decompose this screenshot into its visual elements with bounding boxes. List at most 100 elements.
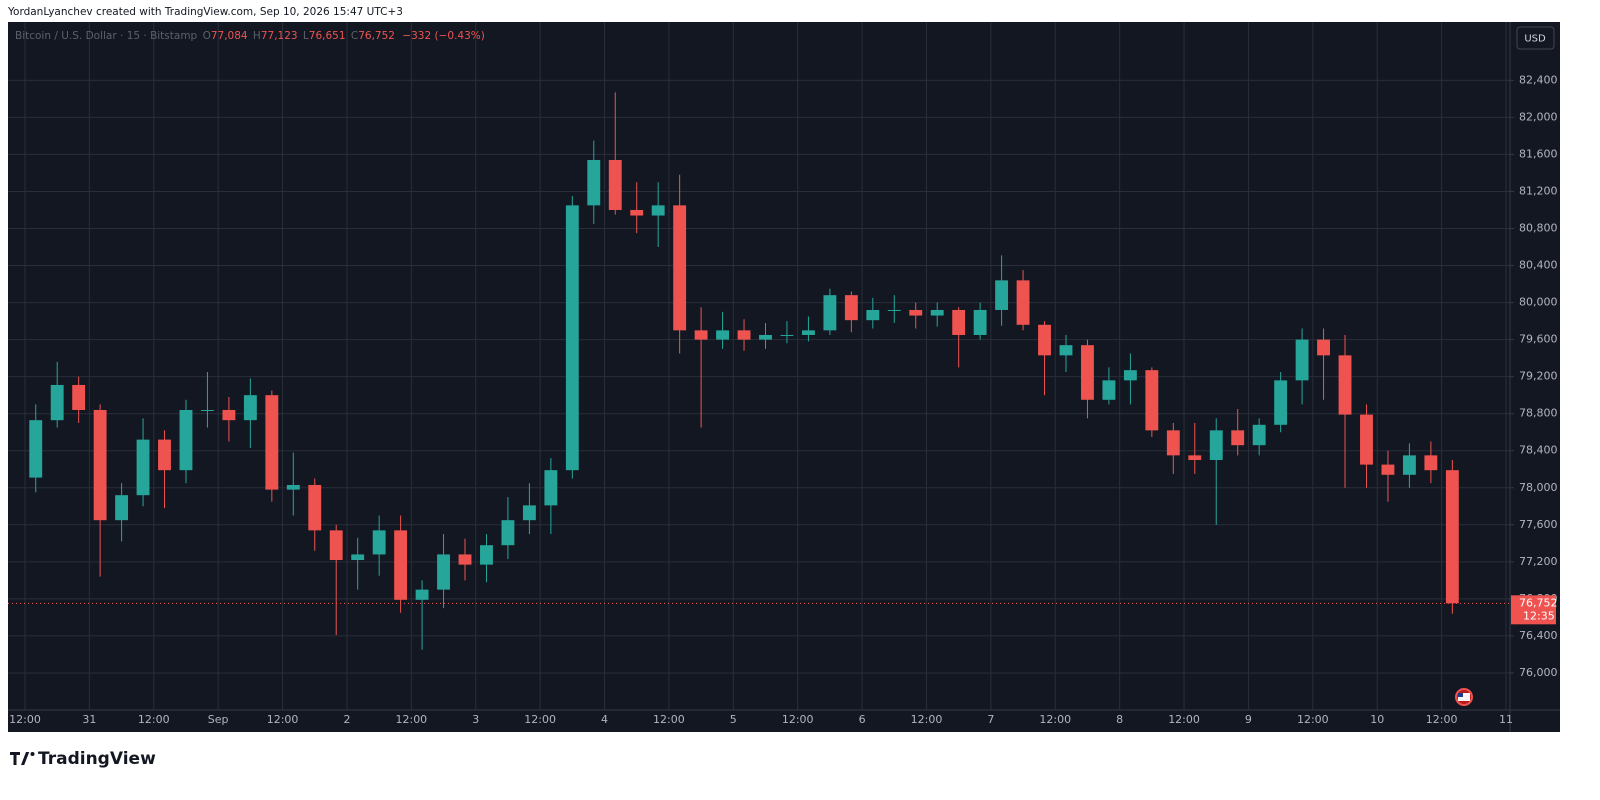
- candle-body: [844, 295, 858, 321]
- h-value: 77,123: [261, 30, 298, 42]
- candle-body: [93, 409, 107, 521]
- candle-body: [673, 205, 687, 331]
- x-tick-label: 12:00: [267, 713, 299, 726]
- candle-body: [973, 309, 987, 335]
- candle-body: [1016, 280, 1030, 325]
- candle-body: [716, 330, 730, 340]
- candle-body: [1188, 455, 1202, 460]
- candle-body: [372, 530, 386, 555]
- header: YordanLyanchev created with TradingView.…: [7, 6, 403, 18]
- candle-body: [1338, 355, 1352, 415]
- x-tick-label: 12:00: [1168, 713, 1200, 726]
- candle-body: [759, 334, 772, 340]
- candle-body: [243, 395, 257, 421]
- candle-body: [522, 505, 536, 521]
- candle-body: [1081, 345, 1094, 400]
- y-tick-label: 80,800: [1519, 221, 1558, 234]
- candle-body: [115, 495, 129, 521]
- logo-dot: [30, 752, 35, 756]
- candle-body: [780, 334, 794, 336]
- x-tick-label: 12:00: [653, 713, 685, 726]
- x-tick-label: 12:00: [524, 713, 556, 726]
- countdown: 12:35: [1523, 609, 1555, 622]
- c-value: 76,752: [358, 30, 395, 42]
- candle-body: [201, 409, 214, 411]
- y-tick-label: 77,600: [1519, 518, 1558, 531]
- candle-body: [544, 470, 558, 506]
- candle-body: [351, 554, 365, 560]
- currency[interactable]: USD: [1524, 34, 1546, 45]
- y-tick-label: 80,000: [1519, 296, 1558, 309]
- candle-body: [458, 554, 472, 565]
- candle-body: [286, 484, 300, 490]
- candle-body: [394, 530, 408, 600]
- candle-body: [1274, 380, 1288, 425]
- logo-mark: [10, 752, 30, 765]
- candle-body: [1252, 424, 1266, 446]
- candle-body: [651, 205, 665, 216]
- candle-body: [136, 439, 150, 496]
- candle-body: [222, 409, 236, 421]
- candle-body: [565, 205, 579, 471]
- x-tick-label: 3: [472, 713, 479, 726]
- candle-body: [887, 309, 901, 311]
- y-tick-label: 78,800: [1519, 407, 1558, 420]
- candle-body: [1038, 324, 1051, 356]
- x-tick-label: 31: [82, 713, 96, 726]
- grid: [8, 22, 1510, 710]
- h-label: H: [253, 30, 261, 42]
- o-value: 77,084: [211, 30, 248, 42]
- candle-body: [437, 554, 450, 590]
- candle-body: [608, 159, 622, 210]
- x-tick-label: 7: [987, 713, 994, 726]
- x-tick-label: 2: [343, 713, 350, 726]
- x-tick-label: 10: [1370, 713, 1384, 726]
- legend: Bitcoin / U.S. Dollar · 15 · Bitstamp O7…: [15, 30, 485, 42]
- x-tick-label: 12:00: [911, 713, 943, 726]
- candle-body: [587, 159, 601, 206]
- candle-body: [72, 384, 86, 410]
- candle-body: [1317, 339, 1330, 356]
- currency-button[interactable]: [1516, 26, 1555, 50]
- candle-body: [265, 395, 279, 490]
- y-tick-label: 81,200: [1519, 184, 1558, 197]
- candle-body: [1424, 455, 1438, 471]
- candle-body: [909, 309, 923, 316]
- candle-body: [179, 409, 193, 471]
- event-flag[interactable]: [1455, 688, 1473, 706]
- y-tick-label: 76,000: [1519, 666, 1558, 679]
- x-tick-label: 12:00: [395, 713, 427, 726]
- change: −332 (−0.43%): [402, 30, 485, 42]
- candle-body: [694, 330, 708, 340]
- candle-body: [1360, 414, 1373, 465]
- candle-body: [501, 520, 515, 546]
- y-tick-label: 76,400: [1519, 629, 1558, 642]
- x-tick-label: 12:00: [1426, 713, 1458, 726]
- x-tick-label: 12:00: [138, 713, 170, 726]
- x-tick-label: 11: [1499, 713, 1513, 726]
- y-tick-label: 82,000: [1519, 110, 1558, 123]
- x-tick-label: 12:00: [9, 713, 41, 726]
- candle-body: [1209, 430, 1223, 460]
- o-label: O: [203, 30, 211, 42]
- candle-body: [801, 330, 815, 335]
- candle-body: [29, 420, 43, 478]
- candle-body: [308, 484, 322, 531]
- y-tick-label: 82,400: [1519, 73, 1558, 86]
- candle-body: [952, 309, 966, 335]
- x-tick-label: 8: [1116, 713, 1123, 726]
- y-tick-label: 81,600: [1519, 147, 1558, 160]
- candle-body: [995, 280, 1009, 310]
- candle-body: [1402, 455, 1416, 475]
- y-tick-label: 79,200: [1519, 370, 1558, 383]
- candle-body: [158, 439, 171, 471]
- candle-body: [1059, 345, 1073, 356]
- candle-body: [1445, 470, 1459, 604]
- x-tick-label: 4: [601, 713, 608, 726]
- candle-body: [329, 530, 343, 560]
- candle-body: [1166, 430, 1180, 456]
- axes: 76,00076,40076,80077,20077,60078,00078,4…: [9, 73, 1557, 726]
- candle-body: [415, 589, 429, 600]
- x-tick-label: 12:00: [1297, 713, 1329, 726]
